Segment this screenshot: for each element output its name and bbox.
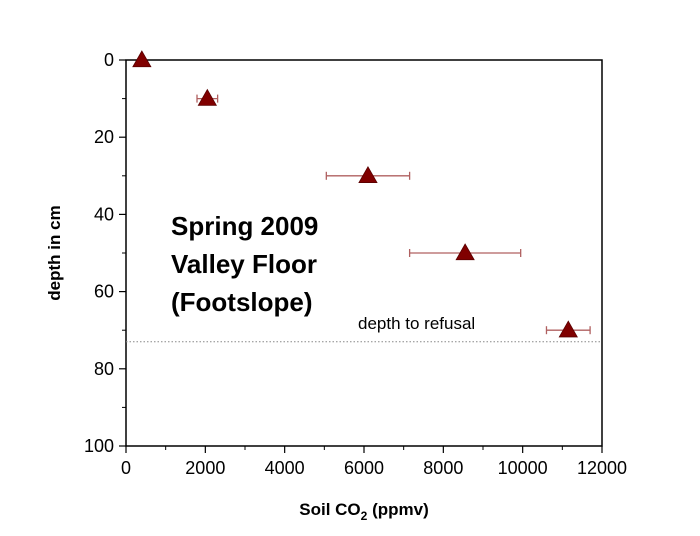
x-tick-label: 10000 [498,458,548,478]
y-tick-label: 80 [94,359,114,379]
y-axis-title: depth in cm [45,205,64,300]
x-tick-label: 4000 [265,458,305,478]
y-tick-label: 60 [94,282,114,302]
y-tick-label: 20 [94,127,114,147]
y-tick-label: 0 [104,50,114,70]
note-line-3: (Footslope) [171,287,313,317]
x-tick-label: 2000 [185,458,225,478]
note-line-1: Spring 2009 [171,211,318,241]
ticks-layer: 0 2000 4000 6000 8000 10000 12000 0 20 40 60 80 100 [84,50,627,478]
data-point-triangle [132,50,152,68]
y-tick-label: 100 [84,436,114,456]
x-tick-label: 6000 [344,458,384,478]
y-tick-label: 40 [94,204,114,224]
reference-line-label: depth to refusal [358,314,475,333]
x-tick-label: 8000 [423,458,463,478]
data-point-triangle [197,88,218,106]
data-point-triangle [455,243,475,261]
points-layer [132,50,578,338]
x-tick-label: 12000 [577,458,627,478]
data-point-triangle [358,165,378,183]
note-line-2: Valley Floor [171,249,317,279]
data-point-triangle [558,320,578,338]
x-axis-title: Soil CO2 (ppmv) [299,500,428,523]
x-tick-label: 0 [121,458,131,478]
